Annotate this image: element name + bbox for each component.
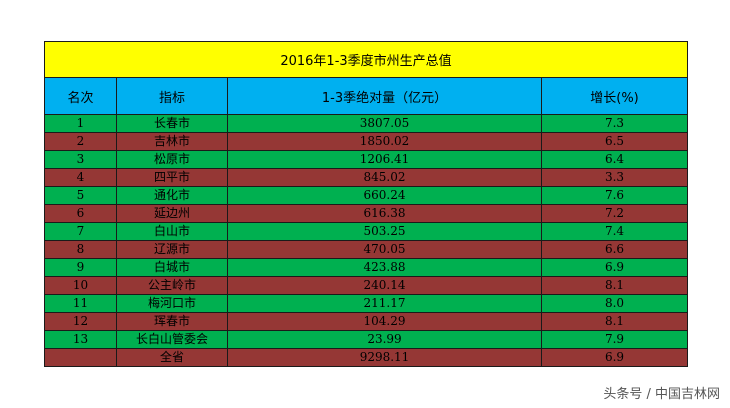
gdp-value-cell: 616.38 — [227, 204, 542, 223]
gdp-value-cell: 660.24 — [227, 186, 542, 205]
table-row: 3 松原市 1206.41 6.4 — [44, 150, 689, 169]
table-title: 2016年1-3季度市州生产总值 — [43, 41, 689, 78]
rank-cell: 5 — [44, 186, 117, 205]
title-row: 2016年1-3季度市州生产总值 — [43, 41, 689, 78]
gdp-value-cell: 211.17 — [227, 294, 542, 313]
growth-cell: 7.2 — [540, 204, 689, 223]
city-name-cell: 白山市 — [116, 222, 228, 241]
rank-cell: 7 — [44, 222, 117, 241]
table-row: 8 辽源市 470.05 6.6 — [44, 240, 689, 259]
city-name-cell: 延边州 — [116, 204, 228, 223]
growth-cell: 6.4 — [540, 150, 689, 169]
city-name-cell: 长白山管委会 — [116, 330, 228, 349]
table-row: 2 吉林市 1850.02 6.5 — [44, 132, 689, 151]
growth-cell: 8.1 — [540, 276, 689, 295]
growth-cell: 6.9 — [540, 258, 689, 277]
growth-cell: 6.5 — [540, 132, 689, 151]
city-name-cell: 通化市 — [116, 186, 228, 205]
rank-cell: 1 — [44, 114, 117, 133]
growth-cell: 8.0 — [540, 294, 689, 313]
growth-cell: 3.3 — [540, 168, 689, 187]
city-name-cell: 吉林市 — [116, 132, 228, 151]
table-row: 13 长白山管委会 23.99 7.9 — [44, 330, 689, 349]
gdp-table-container: 2016年1-3季度市州生产总值 名次 指标 1-3季绝对量（亿元） 增长(%)… — [43, 41, 689, 367]
table-row: 6 延边州 616.38 7.2 — [44, 204, 689, 223]
rank-cell: 9 — [44, 258, 117, 277]
table-row: 4 四平市 845.02 3.3 — [44, 168, 689, 187]
table-row: 1 长春市 3807.05 7.3 — [44, 114, 689, 133]
table-row: 5 通化市 660.24 7.6 — [44, 186, 689, 205]
table-row: 全省 9298.11 6.9 — [44, 348, 689, 367]
rank-cell: 3 — [44, 150, 117, 169]
city-name-cell: 珲春市 — [116, 312, 228, 331]
column-header-rank: 名次 — [44, 77, 117, 115]
growth-cell: 7.9 — [540, 330, 689, 349]
growth-cell: 7.4 — [540, 222, 689, 241]
gdp-value-cell: 104.29 — [227, 312, 542, 331]
city-name-cell: 全省 — [116, 348, 228, 367]
rank-cell: 10 — [44, 276, 117, 295]
table-row: 12 珲春市 104.29 8.1 — [44, 312, 689, 331]
city-name-cell: 公主岭市 — [116, 276, 228, 295]
gdp-value-cell: 1850.02 — [227, 132, 542, 151]
gdp-value-cell: 3807.05 — [227, 114, 542, 133]
city-name-cell: 四平市 — [116, 168, 228, 187]
rank-cell: 4 — [44, 168, 117, 187]
gdp-value-cell: 9298.11 — [227, 348, 542, 367]
gdp-value-cell: 1206.41 — [227, 150, 542, 169]
rank-cell: 8 — [44, 240, 117, 259]
gdp-table: 2016年1-3季度市州生产总值 名次 指标 1-3季绝对量（亿元） 增长(%)… — [43, 41, 689, 367]
city-name-cell: 梅河口市 — [116, 294, 228, 313]
watermark: 头条号 / 中国吉林网 — [603, 387, 720, 402]
gdp-value-cell: 470.05 — [227, 240, 542, 259]
growth-cell: 8.1 — [540, 312, 689, 331]
gdp-value-cell: 23.99 — [227, 330, 542, 349]
gdp-value-cell: 240.14 — [227, 276, 542, 295]
city-name-cell: 长春市 — [116, 114, 228, 133]
table-row: 9 白城市 423.88 6.9 — [44, 258, 689, 277]
header-row: 名次 指标 1-3季绝对量（亿元） 增长(%) — [44, 77, 689, 115]
column-header-indicator: 指标 — [116, 77, 228, 115]
growth-cell: 7.6 — [540, 186, 689, 205]
column-header-value: 1-3季绝对量（亿元） — [227, 77, 542, 115]
rank-cell: 12 — [44, 312, 117, 331]
rank-cell: 6 — [44, 204, 117, 223]
city-name-cell: 辽源市 — [116, 240, 228, 259]
growth-cell: 7.3 — [540, 114, 689, 133]
gdp-value-cell: 423.88 — [227, 258, 542, 277]
table-row: 11 梅河口市 211.17 8.0 — [44, 294, 689, 313]
table-row: 7 白山市 503.25 7.4 — [44, 222, 689, 241]
rank-cell — [44, 348, 117, 367]
city-name-cell: 白城市 — [116, 258, 228, 277]
gdp-value-cell: 503.25 — [227, 222, 542, 241]
city-name-cell: 松原市 — [116, 150, 228, 169]
growth-cell: 6.9 — [540, 348, 689, 367]
table-row: 10 公主岭市 240.14 8.1 — [44, 276, 689, 295]
column-header-growth: 增长(%) — [540, 77, 689, 115]
rank-cell: 13 — [44, 330, 117, 349]
rank-cell: 2 — [44, 132, 117, 151]
gdp-value-cell: 845.02 — [227, 168, 542, 187]
growth-cell: 6.6 — [540, 240, 689, 259]
rank-cell: 11 — [44, 294, 117, 313]
